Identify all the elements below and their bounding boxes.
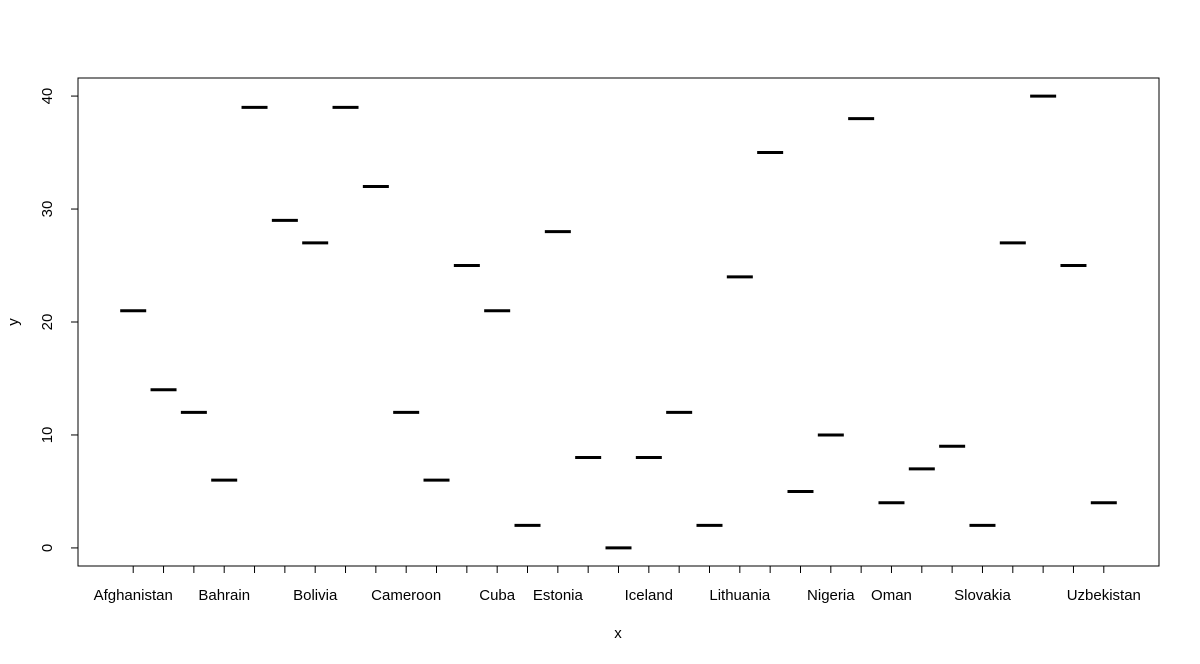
y-tick-label: 40 — [39, 88, 56, 105]
x-tick-label: Iceland — [625, 587, 673, 604]
x-tick-label: Bolivia — [293, 587, 338, 604]
y-axis-title: y — [5, 318, 22, 326]
x-tick-label: Bahrain — [198, 587, 250, 604]
x-tick-label: Slovakia — [954, 587, 1011, 604]
y-tick-label: 0 — [39, 544, 56, 552]
plot-frame — [77, 77, 1160, 567]
x-tick-label: Cuba — [479, 587, 516, 604]
y-tick-label: 30 — [39, 201, 56, 218]
x-tick-label: Estonia — [533, 587, 584, 604]
y-tick-label: 20 — [39, 314, 56, 331]
x-tick-label: Cameroon — [371, 587, 441, 604]
x-tick-label: Lithuania — [709, 587, 771, 604]
x-tick-label: Uzbekistan — [1067, 587, 1141, 604]
x-tick-label: Oman — [871, 587, 912, 604]
x-tick-label: Nigeria — [807, 587, 855, 604]
y-tick-label: 10 — [39, 427, 56, 444]
x-tick-label: Afghanistan — [94, 587, 173, 604]
x-axis-title: x — [614, 625, 622, 642]
